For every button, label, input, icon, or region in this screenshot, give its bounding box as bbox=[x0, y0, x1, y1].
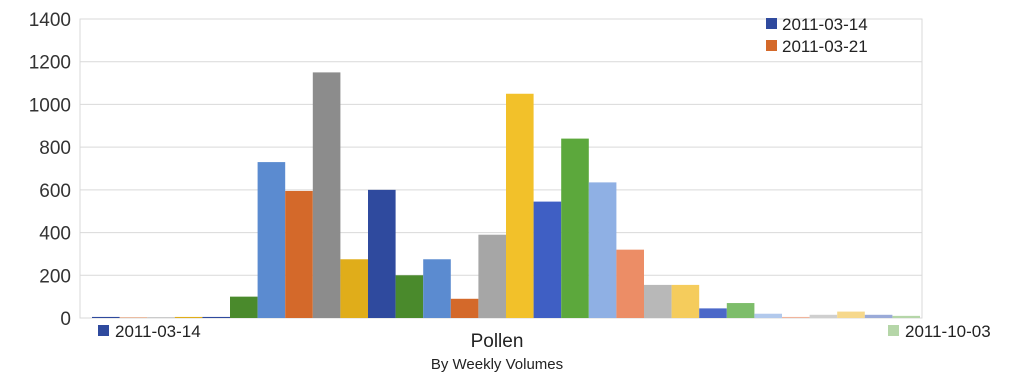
bar bbox=[285, 190, 313, 318]
y-tick-label: 600 bbox=[39, 181, 71, 202]
chart-title: Pollen bbox=[471, 331, 524, 352]
bar bbox=[588, 182, 617, 318]
bar bbox=[809, 314, 838, 318]
bar bbox=[368, 189, 396, 318]
bar bbox=[892, 315, 920, 318]
legend-label-1: 2011-03-14 bbox=[782, 15, 868, 34]
bar bbox=[395, 275, 424, 318]
bar bbox=[671, 284, 700, 318]
bar bbox=[782, 316, 810, 318]
axis-end-label: 2011-10-03 bbox=[905, 322, 991, 341]
bar bbox=[644, 284, 672, 318]
legend-swatch-1 bbox=[766, 18, 777, 29]
bar bbox=[864, 314, 893, 318]
y-tick-label: 1400 bbox=[29, 10, 71, 31]
bar bbox=[312, 72, 341, 319]
axis-start-label: 2011-03-14 bbox=[115, 322, 201, 341]
bar bbox=[506, 93, 534, 318]
bar bbox=[533, 201, 562, 318]
axis-end-swatch bbox=[888, 325, 899, 336]
y-tick-label: 1000 bbox=[29, 95, 71, 116]
y-tick-label: 1200 bbox=[29, 53, 71, 74]
bar bbox=[202, 316, 230, 318]
legend-top: 2011-03-14 2011-03-21 bbox=[766, 15, 868, 56]
bar bbox=[230, 296, 258, 318]
y-axis-ticks: 0 200 400 600 800 1000 1200 1400 bbox=[29, 10, 71, 330]
legend-swatch-2 bbox=[766, 40, 777, 51]
bar bbox=[257, 162, 286, 318]
y-tick-label: 0 bbox=[60, 309, 71, 330]
bar bbox=[754, 313, 782, 318]
bar bbox=[450, 298, 479, 318]
bar bbox=[478, 234, 506, 318]
y-tick-label: 200 bbox=[39, 266, 71, 287]
bar bbox=[699, 308, 727, 318]
bar bbox=[726, 303, 755, 318]
y-tick-label: 400 bbox=[39, 224, 71, 245]
y-tick-label: 800 bbox=[39, 138, 71, 159]
bar bbox=[92, 316, 120, 318]
bar bbox=[561, 138, 589, 318]
bar bbox=[423, 259, 451, 318]
chart-subtitle: By Weekly Volumes bbox=[431, 356, 563, 373]
legend-label-2: 2011-03-21 bbox=[782, 37, 868, 56]
axis-start-swatch bbox=[98, 325, 109, 336]
gridlines bbox=[79, 18, 923, 319]
bar bbox=[837, 311, 865, 318]
bar bbox=[340, 259, 368, 318]
bar bbox=[174, 316, 203, 318]
bar bbox=[616, 249, 644, 318]
bars bbox=[92, 72, 920, 319]
